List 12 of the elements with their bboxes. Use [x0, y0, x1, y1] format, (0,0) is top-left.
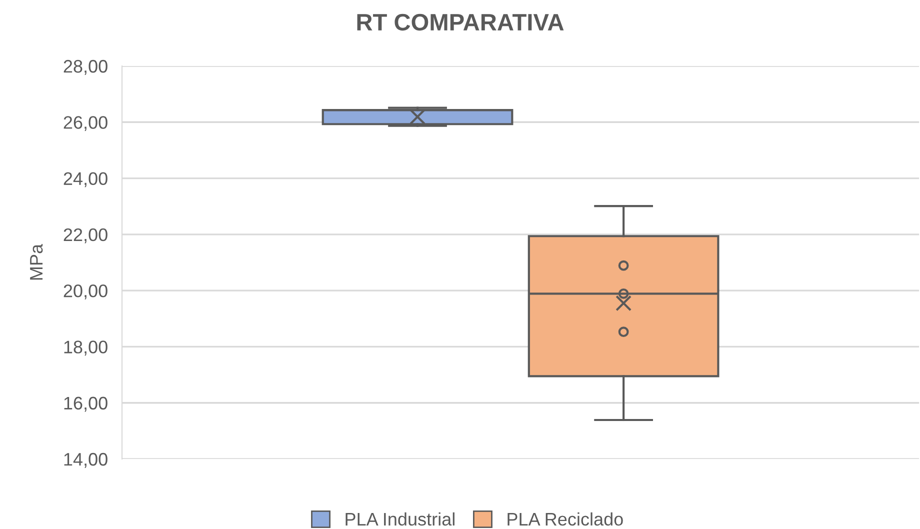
y-tick-label: 24,00 [64, 172, 108, 188]
y-tick-label: 20,00 [64, 284, 108, 300]
chart-title: RT COMPARATIVA [357, 14, 564, 31]
y-axis-title: MPa [30, 244, 43, 280]
legend-label: PLA Industrial [346, 512, 454, 526]
y-tick-label: 26,00 [64, 116, 108, 131]
y-tick-label: 14,00 [64, 452, 108, 468]
y-tick-label: 28,00 [64, 60, 108, 75]
y-tick-label: 16,00 [64, 396, 108, 412]
y-tick-label: 22,00 [64, 228, 108, 244]
y-tick-label: 18,00 [64, 340, 108, 356]
legend-label: PLA Reciclado [508, 512, 623, 526]
